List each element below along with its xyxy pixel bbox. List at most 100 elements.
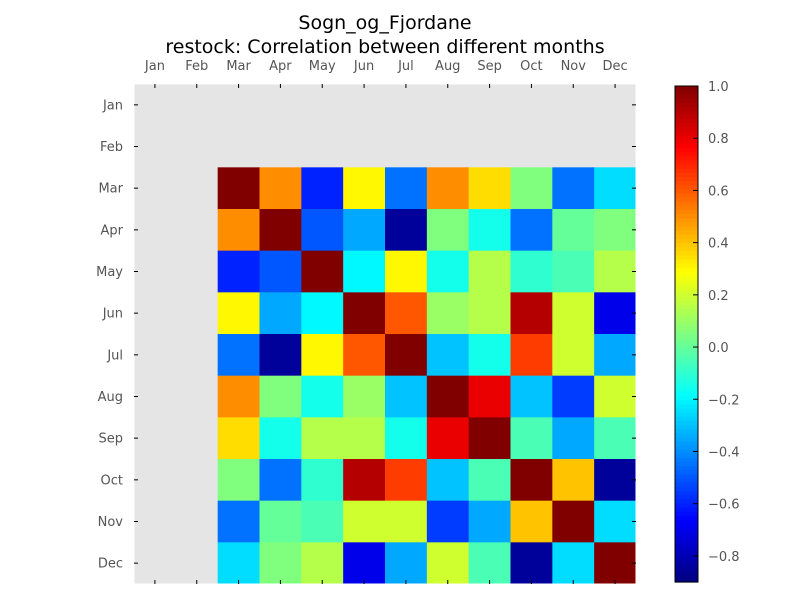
colorbar-segment	[675, 524, 698, 529]
colorbar-segment	[675, 520, 698, 525]
colorbar-segment	[675, 334, 698, 339]
colorbar-segment	[675, 536, 698, 542]
colorbar-segment	[675, 362, 698, 368]
heatmap-cell-may-dec	[594, 250, 637, 293]
heatmap-cell-may-aug	[426, 250, 470, 293]
heatmap-cell-jul-apr	[259, 334, 302, 377]
colorbar-segment	[675, 358, 698, 364]
heatmap-cell-jun-dec	[594, 292, 637, 335]
heatmap-cell-apr-nov	[552, 209, 595, 252]
x-tick-label: Jun	[353, 59, 374, 74]
colorbar-segment	[675, 470, 698, 476]
colorbar-segment	[675, 371, 698, 376]
heatmap-cell-mar-may	[301, 167, 344, 210]
x-tick-label: Oct	[520, 59, 542, 74]
heatmap-cell-aug-oct	[510, 375, 553, 418]
heatmap-cell-jul-jul	[385, 334, 428, 377]
heatmap-cell-dec-jul	[385, 542, 428, 585]
colorbar-segment	[675, 499, 698, 505]
heatmap-cell-nov-mar	[217, 500, 260, 543]
heatmap-cell-mar-aug	[426, 167, 470, 210]
colorbar-segment	[675, 106, 698, 112]
y-tick-label: Feb	[100, 140, 123, 155]
heatmap-cell-aug-jun	[343, 375, 386, 418]
heatmap-cell-oct-jul	[385, 459, 428, 502]
colorbar-segment	[675, 346, 698, 352]
colorbar-segment	[675, 238, 698, 244]
colorbar-segment	[675, 181, 698, 186]
colorbar-segment	[675, 495, 698, 500]
colorbar-segment	[675, 565, 698, 571]
heatmap-cell-oct-mar	[217, 459, 260, 502]
colorbar-segment	[675, 305, 698, 310]
heatmap-cell-apr-apr	[259, 209, 302, 252]
heatmap-cell-jun-jul	[385, 292, 428, 335]
colorbar-segment	[675, 267, 698, 273]
colorbar-segment	[675, 383, 698, 389]
heatmap-cell-nov-jul	[385, 500, 428, 543]
colorbar-segment	[675, 396, 698, 401]
heatmap-cell-jun-sep	[468, 292, 511, 335]
heatmap-cell-sep-nov	[552, 417, 595, 460]
colorbar-tick-label: −0.2	[708, 393, 740, 408]
colorbar-segment	[675, 164, 698, 170]
colorbar-segment	[675, 408, 698, 414]
colorbar-segment	[675, 420, 698, 426]
heatmap-cell-jun-may	[301, 292, 344, 335]
colorbar-segment	[675, 416, 698, 422]
heatmap-cell-apr-sep	[468, 209, 511, 252]
heatmap-cell-dec-dec	[594, 542, 637, 585]
heatmap-cell-jun-oct	[510, 292, 553, 335]
heatmap-cell-may-apr	[259, 250, 302, 293]
colorbar-segment	[675, 168, 698, 174]
colorbar-segment	[675, 474, 698, 480]
heatmap-cell-may-may	[301, 250, 344, 293]
heatmap-cell-oct-may	[301, 459, 344, 502]
heatmap-cell-nov-dec	[594, 500, 637, 543]
heatmap-cell-jul-mar	[217, 334, 260, 377]
heatmap-cell-may-jun	[343, 250, 386, 293]
heatmap-cell-nov-nov	[552, 500, 595, 543]
colorbar-segment	[675, 156, 698, 161]
colorbar-segment	[675, 379, 698, 385]
colorbar-segment	[675, 544, 698, 550]
y-tick-label: Jul	[106, 348, 123, 363]
colorbar-segment	[675, 185, 698, 190]
heatmap-cell-apr-aug	[426, 209, 470, 252]
heatmap-cell-nov-oct	[510, 500, 553, 543]
heatmap-cell-jun-apr	[259, 292, 302, 335]
heatmap-cell-mar-nov	[552, 167, 595, 210]
heatmap-cell-sep-mar	[217, 417, 260, 460]
x-tick-label: Apr	[269, 59, 292, 74]
colorbar-segment	[675, 110, 698, 116]
colorbar-segment	[675, 367, 698, 372]
colorbar-segment	[675, 387, 698, 393]
colorbar-segment	[675, 491, 698, 496]
heatmap-cell-jun-aug	[426, 292, 470, 335]
chart-title: Sogn_og_Fjordane	[298, 12, 471, 34]
chart-subtitle: restock: Correlation between different m…	[165, 36, 604, 58]
x-tick-label: Dec	[603, 59, 628, 74]
colorbar-segment	[675, 404, 698, 409]
colorbar-tick-label: 0.6	[708, 184, 729, 199]
x-tick-label: Nov	[561, 59, 587, 74]
heatmap-cell-jul-aug	[426, 334, 470, 377]
colorbar-segment	[675, 255, 698, 261]
colorbar-segment	[675, 309, 698, 314]
colorbar-segment	[675, 280, 698, 285]
heatmap-cell-jun-jun	[343, 292, 386, 335]
heatmap-cell-oct-jun	[343, 459, 386, 502]
colorbar-segment	[675, 329, 698, 335]
colorbar-tick-label: 0.0	[708, 341, 729, 356]
colorbar-segment	[675, 338, 698, 343]
heatmap-cell-dec-mar	[217, 542, 260, 585]
colorbar-segment	[675, 90, 698, 95]
colorbar-segment	[675, 321, 698, 327]
colorbar-segment	[675, 300, 698, 306]
colorbar-segment	[675, 119, 698, 124]
heatmap-cell-mar-jul	[385, 167, 428, 210]
heatmap-cell-dec-may	[301, 542, 344, 585]
heatmap-cell-dec-jun	[343, 542, 386, 585]
colorbar-segment	[675, 482, 698, 488]
colorbar-segment	[675, 114, 698, 120]
